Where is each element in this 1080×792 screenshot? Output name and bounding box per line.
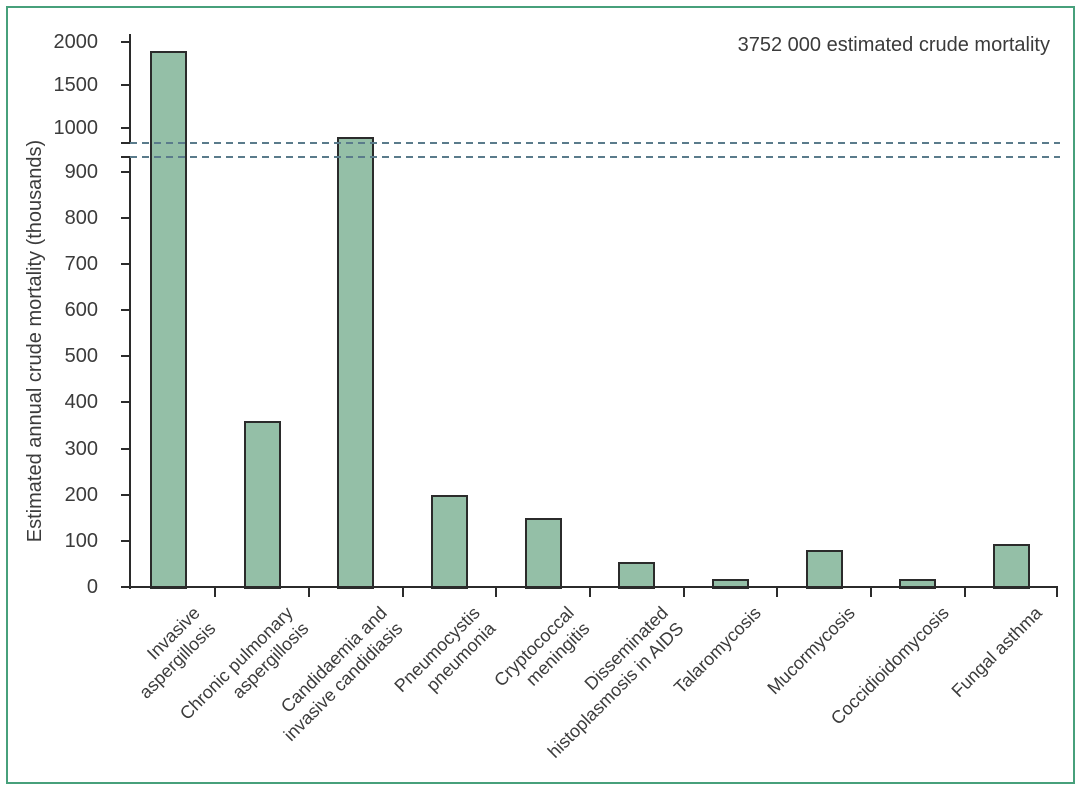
x-tick-6 (682, 588, 685, 597)
bar-8 (805, 550, 843, 589)
y-tick-label-0: 0 (86, 576, 98, 598)
x-tick-5 (588, 588, 591, 597)
bar-1 (150, 51, 187, 589)
y-tick-upper-1500 (121, 84, 129, 86)
annotation-total-mortality: 3752 000 estimated crude mortality (737, 34, 1050, 56)
y-tick-lower-100 (121, 539, 129, 542)
bar-2 (243, 420, 281, 589)
x-tick-9 (963, 588, 966, 597)
y-tick-label-1000: 1000 (53, 117, 99, 139)
bar-5 (524, 517, 562, 589)
bar-6 (618, 561, 656, 589)
y-tick-label-600: 600 (64, 299, 98, 322)
x-tick-2 (307, 588, 310, 597)
y-tick-label-400: 400 (64, 391, 98, 414)
x-tick-3 (401, 588, 404, 597)
bar-3 (337, 136, 375, 589)
y-tick-lower-400 (121, 401, 129, 404)
y-tick-lower-500 (121, 355, 129, 358)
y-tick-lower-0 (121, 586, 129, 588)
axis-break-cap-upper (121, 142, 129, 144)
figure-frame (6, 6, 1075, 784)
axis-break-dashed-line-lower (130, 156, 1060, 158)
bar-4 (430, 494, 468, 589)
axis-break-cap-lower (121, 156, 129, 158)
y-tick-label-700: 700 (64, 253, 98, 276)
y-tick-label-200: 200 (64, 483, 98, 506)
y-tick-label-2000: 2000 (53, 31, 99, 53)
y-tick-label-1500: 1500 (53, 74, 99, 96)
y-tick-upper-1000 (121, 127, 129, 129)
bar-10 (992, 544, 1030, 589)
y-tick-label-500: 500 (64, 345, 98, 368)
y-tick-lower-700 (121, 263, 129, 266)
y-tick-upper-2000 (121, 41, 129, 43)
y-tick-lower-300 (121, 447, 129, 450)
y-axis-upper-segment (129, 34, 131, 144)
y-tick-label-800: 800 (64, 206, 98, 229)
y-tick-label-100: 100 (64, 529, 98, 552)
x-tick-7 (776, 588, 779, 597)
y-tick-lower-600 (121, 309, 129, 312)
axis-break-dashed-line-upper (130, 142, 1060, 144)
x-tick-end (1056, 588, 1058, 597)
y-tick-label-300: 300 (64, 437, 98, 460)
y-tick-lower-800 (121, 216, 129, 219)
x-axis-line (129, 586, 1058, 588)
x-tick-8 (869, 588, 872, 597)
y-tick-lower-900 (121, 170, 129, 173)
y-axis-lower-segment (129, 156, 131, 589)
x-tick-4 (495, 588, 498, 597)
y-tick-lower-200 (121, 493, 129, 496)
x-tick-1 (214, 588, 217, 597)
y-tick-label-900: 900 (64, 160, 98, 183)
